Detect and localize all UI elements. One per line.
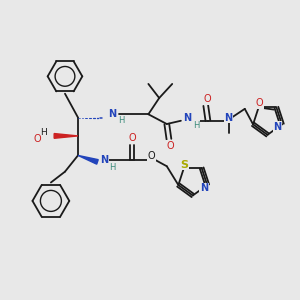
Text: O: O [128, 133, 136, 143]
Polygon shape [78, 155, 98, 164]
Text: H: H [40, 128, 47, 137]
Text: O: O [148, 152, 155, 161]
Text: N: N [200, 183, 208, 193]
Text: N: N [224, 112, 232, 122]
Text: S: S [180, 160, 188, 170]
Text: O: O [256, 98, 263, 108]
Text: N: N [109, 109, 117, 119]
Text: N: N [274, 122, 282, 131]
Text: H: H [193, 121, 199, 130]
Text: O: O [33, 134, 40, 144]
Text: O: O [166, 141, 174, 151]
Polygon shape [54, 134, 78, 138]
Text: H: H [110, 163, 116, 172]
Text: O: O [203, 94, 211, 104]
Text: N: N [183, 112, 191, 122]
Text: N: N [100, 155, 108, 165]
Text: H: H [118, 116, 124, 125]
